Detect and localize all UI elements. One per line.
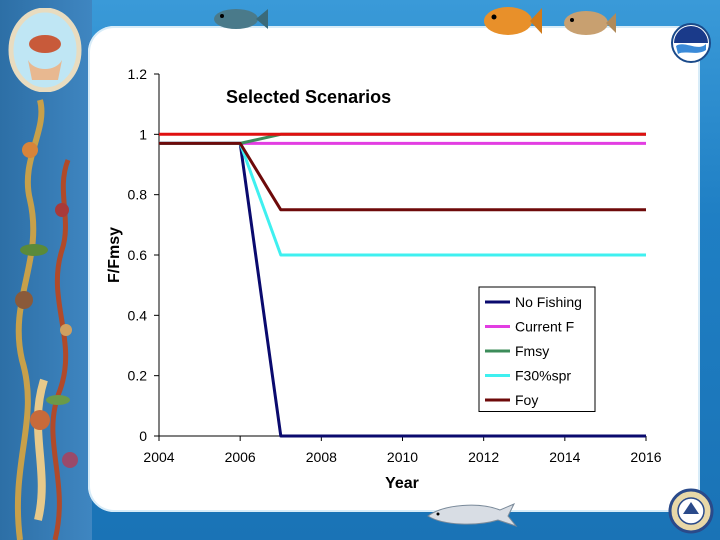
y-tick-label: 0.2 — [128, 368, 148, 384]
commerce-seal-icon — [668, 488, 714, 534]
series-line-foy — [159, 141, 646, 212]
y-tick-label: 0.8 — [128, 187, 148, 203]
legend-label: Current F — [515, 319, 574, 335]
x-tick-label: 2016 — [630, 449, 661, 465]
legend-box — [478, 286, 596, 412]
x-tick-label: 2008 — [306, 449, 337, 465]
slide-panel — [88, 26, 700, 512]
chart-series — [159, 132, 646, 438]
legend-label: No Fishing — [515, 294, 582, 310]
y-tick-label: 1.2 — [128, 66, 148, 82]
x-tick-label: 2006 — [225, 449, 256, 465]
y-tick-label: 0.4 — [128, 307, 148, 323]
series-line-f30-spr — [159, 141, 646, 257]
legend-label: Foy — [515, 392, 538, 408]
x-axis-title: Year — [385, 475, 419, 492]
chart-legend: No Fishing Current F Fmsy F30%spr Foy — [478, 286, 596, 412]
fish-icon — [484, 7, 542, 35]
dolphin-icon — [427, 503, 518, 528]
y-axis-title: F/Fmsy — [106, 227, 123, 283]
legend-label: F30%spr — [515, 368, 571, 384]
x-tick-label: 2010 — [387, 449, 418, 465]
y-tick-label: 0.6 — [128, 247, 148, 263]
x-tick-label: 2014 — [549, 449, 580, 465]
legend-label: Fmsy — [515, 343, 549, 359]
x-tick-label: 2004 — [143, 449, 174, 465]
y-tick-label: 1 — [139, 126, 147, 142]
hands-holding-fish-logo-icon — [8, 8, 82, 92]
y-tick-label: 0 — [139, 428, 147, 444]
fish-icon — [214, 9, 268, 29]
noaa-logo-icon — [671, 23, 711, 63]
fish-icon — [564, 11, 616, 35]
chart-title: Selected Scenarios — [226, 87, 391, 107]
x-tick-label: 2012 — [468, 449, 499, 465]
